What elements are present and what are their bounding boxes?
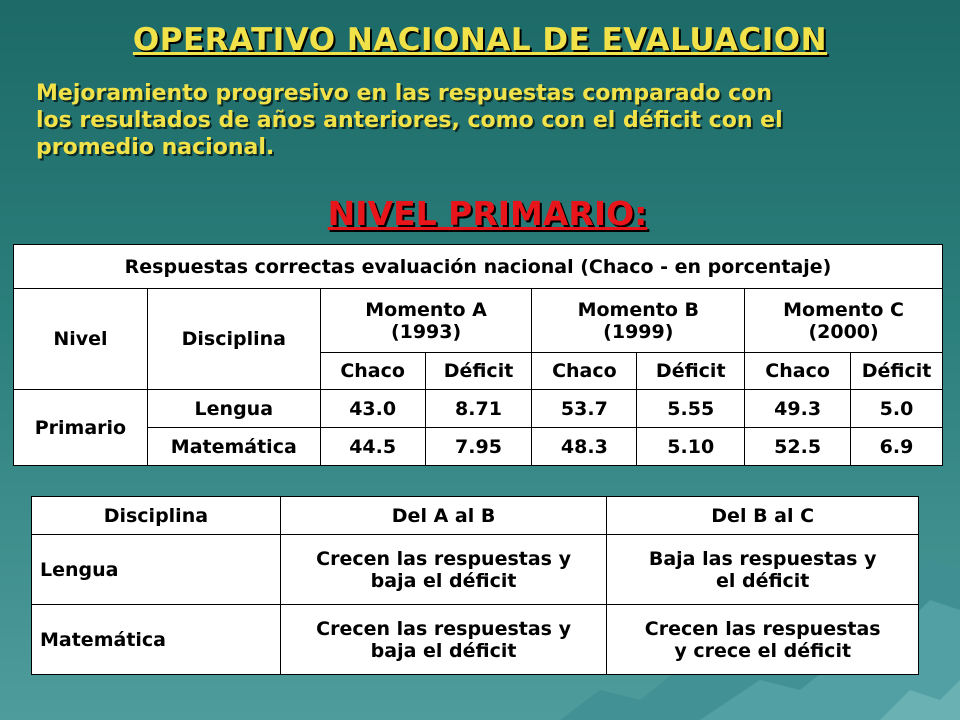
change-line: Crecen las respuestas	[644, 617, 881, 640]
value-cell: 48.3	[531, 427, 638, 466]
table-row: Matemática 44.5 7.95 48.3 5.10 52.5 6.9	[14, 427, 943, 466]
moment-year: (1999)	[603, 320, 674, 343]
value-cell: 5.0	[850, 389, 943, 428]
column-header-momento-b: Momento B (1999)	[531, 288, 746, 353]
subtitle-line: los resultados de años anteriores, como …	[36, 108, 783, 133]
change-line: y crece el déficit	[674, 639, 852, 662]
subheader-deficit: Déficit	[850, 352, 943, 390]
value-cell: 52.5	[744, 427, 852, 466]
column-header-b-c: Del B al C	[606, 496, 919, 535]
nivel-cell: Primario	[13, 389, 148, 466]
table-row: Primario Lengua 43.0 8.71 53.7 5.55 49.3…	[13, 389, 943, 466]
value-cell: 8.71	[424, 389, 533, 428]
disciplina-cell: Matemática	[31, 604, 281, 675]
column-header-nivel: Nivel	[13, 288, 148, 390]
change-cell: Baja las respuestas y el déficit	[606, 534, 919, 605]
subtitle: Mejoramiento progresivo en las respuesta…	[36, 80, 936, 161]
change-line: Crecen las respuestas y	[316, 547, 571, 570]
column-header-disciplina: Disciplina	[146, 288, 321, 390]
page-title: OPERATIVO NACIONAL DE EVALUACION	[132, 22, 828, 58]
subtitle-line: promedio nacional.	[36, 135, 275, 160]
moment-year: (2000)	[808, 320, 879, 343]
column-header-momento-c: Momento C (2000)	[744, 288, 943, 353]
value-cell: 5.55	[636, 389, 746, 428]
subheader-chaco: Chaco	[531, 352, 638, 390]
moment-label: Momento A	[365, 298, 487, 321]
value-cell: 43.0	[319, 389, 426, 428]
change-line: Crecen las respuestas y	[316, 617, 571, 640]
change-line: baja el déficit	[370, 569, 517, 592]
value-cell: 53.7	[531, 389, 638, 428]
results-table: Respuestas correctas evaluación nacional…	[13, 244, 943, 466]
subheader-deficit: Déficit	[424, 352, 533, 390]
table-row: Lengua Crecen las respuestas y baja el dé…	[31, 534, 919, 605]
column-header-a-b: Del A al B	[279, 496, 608, 535]
change-cell: Crecen las respuestas y crece el déficit	[606, 604, 919, 675]
column-header-momento-a: Momento A (1993)	[319, 288, 533, 353]
value-cell: 7.95	[424, 427, 533, 466]
subtitle-line: Mejoramiento progresivo en las respuesta…	[36, 81, 772, 106]
moment-label: Momento C	[783, 298, 905, 321]
disciplina-cell: Lengua	[146, 389, 321, 428]
disciplina-cell: Lengua	[31, 534, 281, 605]
change-cell: Crecen las respuestas y baja el déficit	[279, 604, 608, 675]
value-cell: 5.10	[636, 427, 746, 466]
subheader-chaco: Chaco	[319, 352, 426, 390]
change-cell: Crecen las respuestas y baja el déficit	[279, 534, 608, 605]
table-row: Matemática Crecen las respuestas y baja e…	[31, 604, 919, 675]
change-line: el déficit	[715, 569, 810, 592]
value-cell: 49.3	[744, 389, 852, 428]
moment-year: (1993)	[390, 320, 462, 343]
value-cell: 6.9	[850, 427, 943, 466]
comparison-table: Disciplina Del A al B Del B al C Lengua …	[31, 496, 919, 675]
moment-label: Momento B	[577, 298, 699, 321]
table-caption: Respuestas correctas evaluación nacional…	[13, 244, 943, 289]
subheader-deficit: Déficit	[636, 352, 746, 390]
change-line: baja el déficit	[370, 639, 517, 662]
value-cell: 44.5	[319, 427, 426, 466]
subheader-chaco: Chaco	[744, 352, 852, 390]
change-line: Baja las respuestas y	[648, 547, 877, 570]
section-heading: NIVEL PRIMARIO:	[327, 194, 648, 233]
column-header-disciplina: Disciplina	[31, 496, 281, 535]
disciplina-cell: Matemática	[146, 427, 321, 466]
